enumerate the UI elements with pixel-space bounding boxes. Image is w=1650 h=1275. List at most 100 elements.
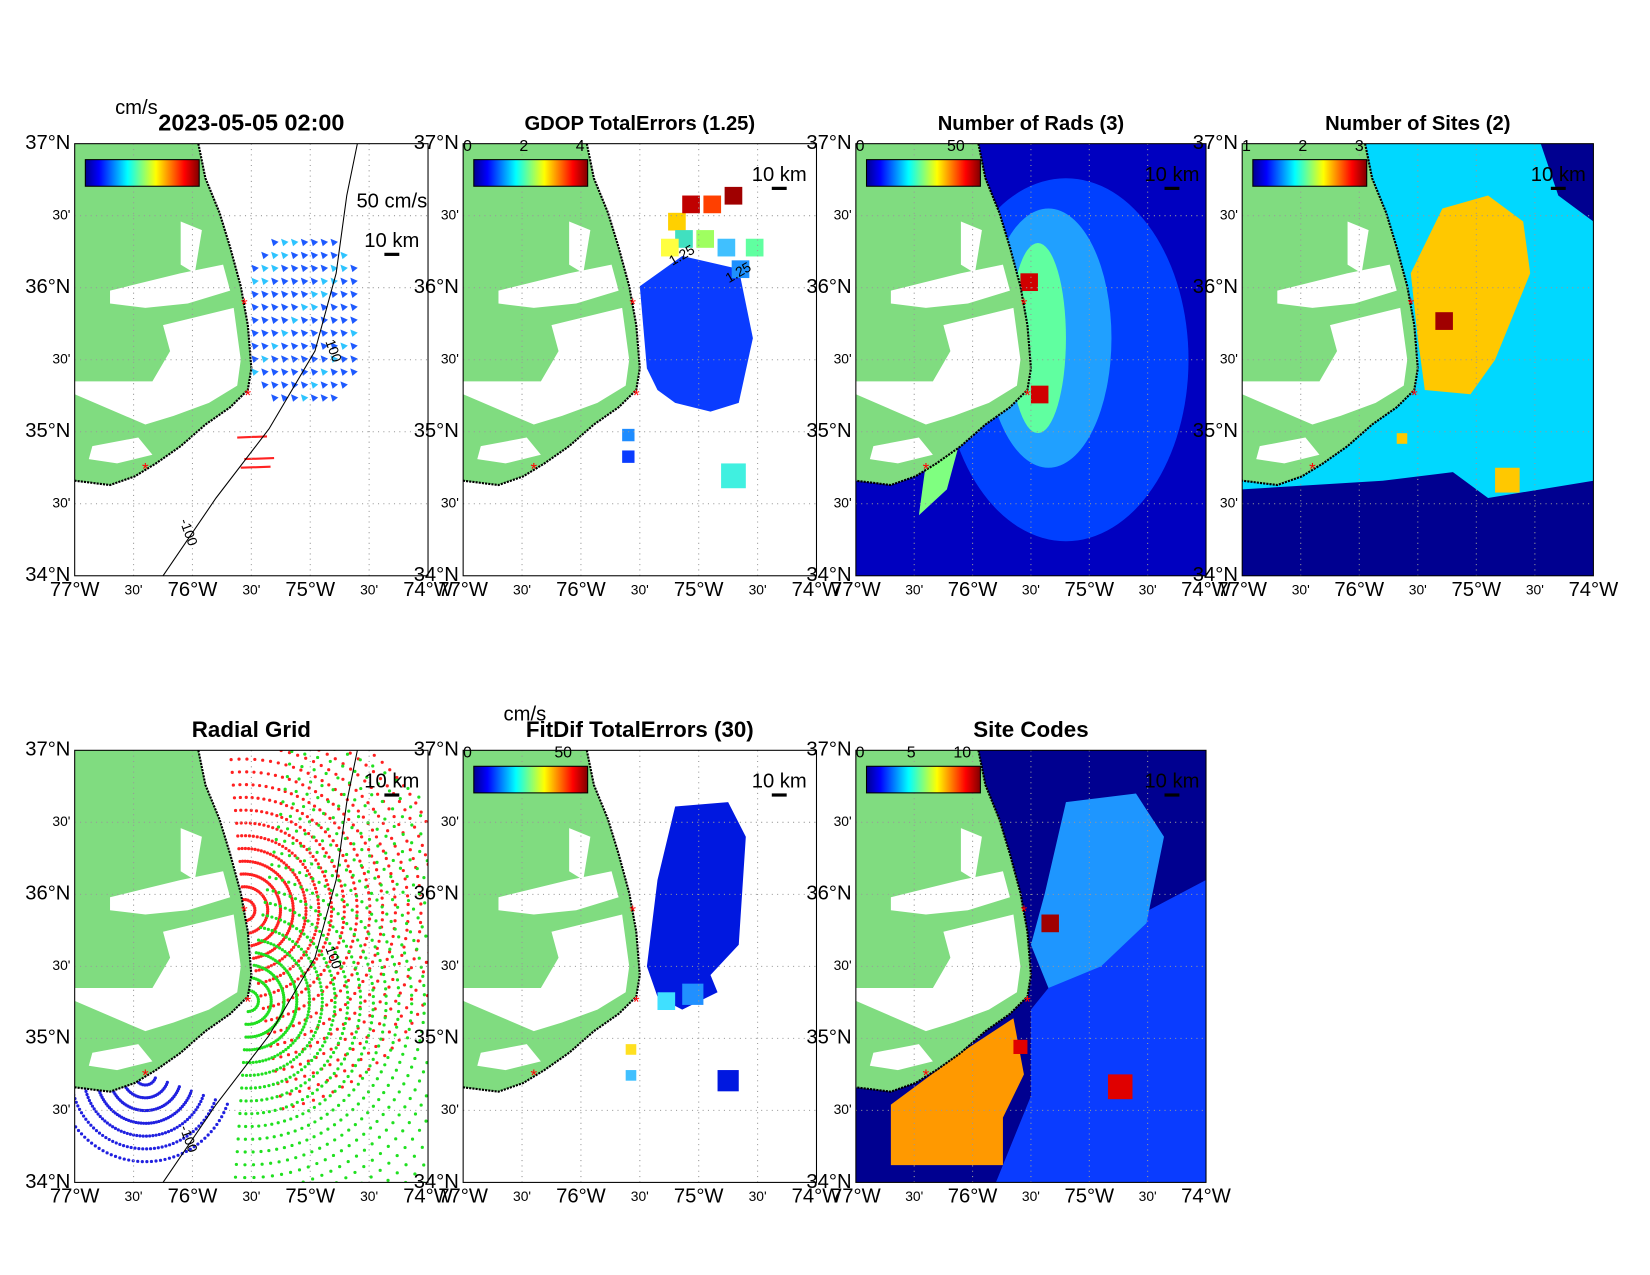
- radial-grid-point: [312, 980, 316, 984]
- sound: [890, 264, 1010, 308]
- vector-arrow: [281, 342, 289, 350]
- radial-grid-point: [377, 1044, 381, 1048]
- sound: [1347, 221, 1369, 274]
- radial-grid-point: [275, 1067, 279, 1072]
- radial-grid-point: [416, 874, 420, 879]
- radial-grid-point: [265, 914, 270, 918]
- lat-tick-label: 30': [1220, 494, 1238, 510]
- radial-grid-point: [313, 966, 317, 970]
- radial-grid-point: [374, 1051, 378, 1055]
- radial-grid-point: [380, 896, 384, 900]
- radial-grid-point: [347, 1093, 351, 1097]
- radial-grid-point: [421, 1070, 426, 1074]
- radial-grid-point: [337, 807, 341, 811]
- radial-grid-point: [331, 802, 335, 806]
- radial-grid-point: [344, 868, 349, 872]
- radial-grid-point: [244, 783, 249, 787]
- radial-grid-point: [399, 1217, 402, 1220]
- radial-grid-point: [375, 1119, 379, 1124]
- radial-grid-point: [299, 947, 304, 951]
- radial-grid-point: [222, 1111, 226, 1115]
- radial-grid-point: [342, 1080, 346, 1084]
- radial-grid-point: [352, 932, 356, 936]
- vector-arrow: [310, 368, 319, 376]
- radial-grid-point: [371, 1008, 375, 1012]
- radial-grid-point: [381, 849, 385, 853]
- radial-grid-point: [371, 764, 375, 768]
- radial-grid-point: [260, 939, 264, 943]
- radial-grid-point: [339, 1062, 343, 1066]
- radial-grid-point: [405, 1006, 409, 1010]
- lon-tick-label: 30': [1139, 1188, 1157, 1204]
- radial-grid-point: [332, 741, 335, 744]
- radial-grid-point: [428, 823, 431, 826]
- panel-title: GDOP TotalErrors (1.25): [524, 113, 755, 135]
- sound: [463, 307, 630, 425]
- radial-grid-point: [229, 1252, 232, 1255]
- radial-grid-point: [306, 831, 311, 836]
- radial-grid-point: [303, 919, 307, 923]
- radial-grid-point: [302, 1004, 306, 1008]
- radial-grid-point: [325, 1112, 329, 1116]
- radial-grid-point: [356, 961, 360, 965]
- radial-grid-point: [431, 1110, 434, 1113]
- radial-grid-point: [371, 1083, 375, 1088]
- radial-grid-point: [322, 1036, 326, 1040]
- colorbar-tick-label: 10: [953, 745, 971, 762]
- radial-grid-point: [327, 920, 331, 925]
- radial-grid-point: [459, 969, 462, 972]
- radial-grid-point: [424, 1094, 428, 1098]
- radial-grid-point: [131, 1120, 136, 1124]
- radial-grid-point: [279, 829, 283, 833]
- radial-grid-point: [353, 798, 357, 802]
- radial-grid-point: [286, 1045, 290, 1050]
- vector-arrow: [310, 277, 319, 286]
- radial-grid-point: [317, 865, 321, 870]
- radial-grid-point: [439, 860, 442, 863]
- radial-grid-point: [404, 885, 409, 889]
- vector-arrow: [290, 251, 299, 260]
- lon-tick-label: 30': [749, 581, 767, 597]
- radial-grid-point: [382, 867, 386, 871]
- radial-grid-point: [387, 864, 391, 868]
- radial-grid-point: [291, 841, 295, 845]
- radial-grid-point: [316, 902, 321, 906]
- radial-grid-point: [243, 1150, 247, 1154]
- radial-grid-point: [356, 773, 360, 777]
- radial-grid-point: [288, 967, 292, 971]
- radial-grid-point: [160, 1145, 164, 1149]
- radial-grid-point: [450, 872, 453, 875]
- radial-grid-point: [272, 850, 276, 854]
- radial-grid-point: [354, 1138, 359, 1142]
- radial-grid-point: [329, 981, 333, 985]
- radial-grid-point: [201, 1093, 205, 1098]
- radial-grid-point: [395, 1171, 399, 1175]
- radial-grid-point: [275, 827, 279, 831]
- radial-grid-point: [313, 886, 318, 891]
- radial-grid-point: [384, 834, 388, 838]
- radial-grid-point: [387, 807, 391, 811]
- lon-tick-label: 75°W: [1451, 579, 1502, 601]
- radial-grid-point: [292, 1235, 295, 1238]
- radial-grid-point: [356, 977, 361, 981]
- radial-grid-point: [297, 1007, 301, 1011]
- radial-grid-point: [302, 828, 307, 832]
- radial-grid-point: [306, 946, 310, 951]
- radial-grid-point: [269, 942, 273, 946]
- radial-grid-point: [304, 987, 308, 991]
- radial-grid-point: [439, 879, 442, 882]
- radial-grid-point: [295, 856, 299, 860]
- radial-grid-point: [320, 744, 323, 747]
- radial-grid-point: [300, 990, 304, 994]
- radial-grid-point: [352, 858, 356, 862]
- sound: [960, 828, 982, 880]
- radial-grid-point: [293, 897, 298, 901]
- radial-grid-point: [243, 1175, 247, 1180]
- radial-grid-point: [335, 843, 339, 848]
- radial-grid-point: [309, 1029, 313, 1033]
- radial-grid-point: [432, 922, 435, 925]
- radial-grid-point: [70, 1086, 73, 1089]
- radial-grid-point: [347, 949, 351, 954]
- radial-grid-point: [368, 968, 372, 973]
- radial-grid-point: [358, 989, 362, 993]
